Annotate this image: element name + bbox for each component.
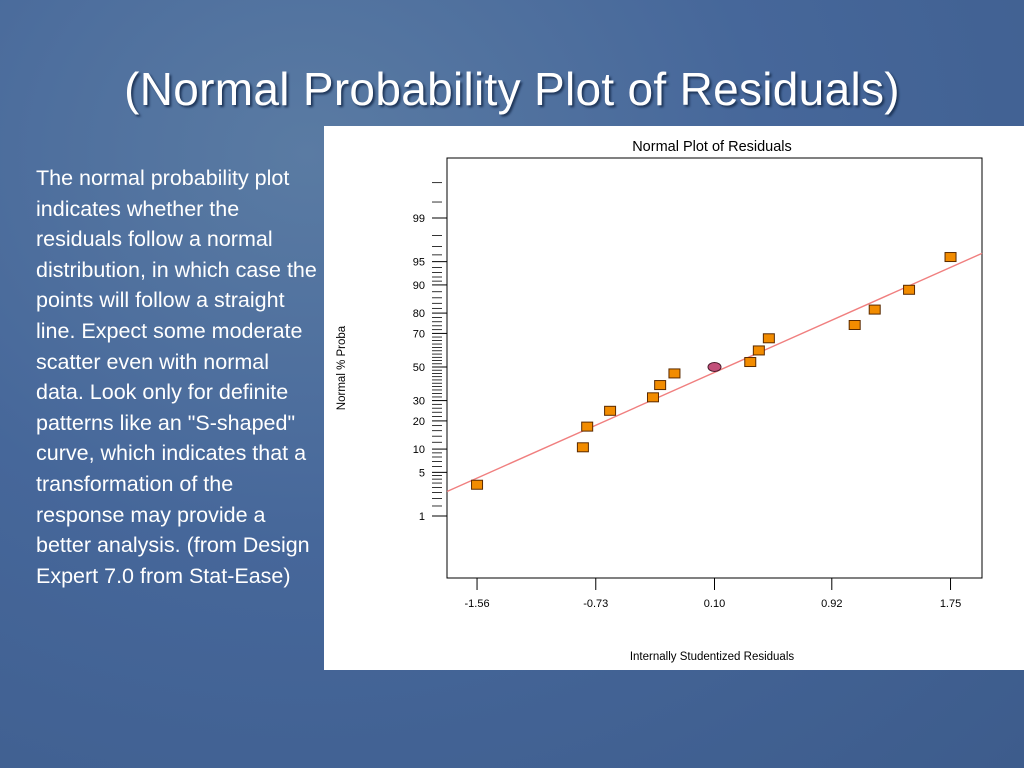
- y-axis: 1 5 10 20 30 50 70 80 90 95 99: [413, 213, 447, 523]
- data-point: [903, 284, 916, 295]
- y-tick-label: 95: [413, 257, 425, 269]
- y-tick-label: 70: [413, 328, 425, 340]
- x-tick-label: -1.56: [465, 598, 490, 610]
- x-tick-label: 0.10: [704, 598, 725, 610]
- data-point: [868, 304, 881, 315]
- fit-line: [446, 252, 983, 493]
- x-tick-label: 1.75: [940, 598, 961, 610]
- chart-panel: Normal Plot of Residuals 1 5 10 20 30 50 70 80 9…: [324, 126, 1024, 670]
- data-point: [762, 333, 775, 344]
- data-point: [752, 345, 765, 356]
- data-point: [471, 479, 484, 490]
- y-tick-label: 90: [413, 280, 425, 292]
- y-tick-label: 99: [413, 213, 425, 225]
- data-points: [471, 252, 957, 490]
- slide-title: (Normal Probability Plot of Residuals): [124, 63, 900, 115]
- y-axis-label: Normal % Proba: [336, 325, 348, 410]
- y-tick-label: 20: [413, 416, 425, 428]
- data-point: [604, 405, 617, 416]
- data-point: [646, 392, 659, 403]
- data-point: [668, 368, 681, 379]
- normal-probability-chart: Normal Plot of Residuals 1 5 10 20 30 50 70 80 9…: [336, 139, 983, 663]
- data-point: [581, 421, 594, 432]
- y-tick-label: 30: [413, 396, 425, 408]
- y-tick-label: 5: [419, 467, 425, 479]
- data-point: [744, 357, 757, 368]
- x-axis: -1.56 -0.73 0.10 0.92 1.75: [465, 578, 961, 610]
- y-tick-label: 80: [413, 308, 425, 320]
- y-tick-label: 50: [413, 362, 425, 374]
- data-point: [944, 252, 957, 263]
- data-point: [848, 320, 861, 331]
- y-tick-label: 10: [413, 444, 425, 456]
- body-text: The normal probability plot indicates wh…: [36, 166, 317, 588]
- chart-title: Normal Plot of Residuals: [632, 139, 792, 155]
- x-tick-label: 0.92: [821, 598, 842, 610]
- data-point: [576, 442, 589, 453]
- highlight-point: [707, 362, 722, 372]
- y-tick-label: 1: [419, 511, 425, 523]
- data-point: [654, 380, 667, 391]
- x-tick-label: -0.73: [583, 598, 608, 610]
- y-minor-ticks: [432, 182, 442, 507]
- x-axis-label: Internally Studentized Residuals: [630, 651, 795, 663]
